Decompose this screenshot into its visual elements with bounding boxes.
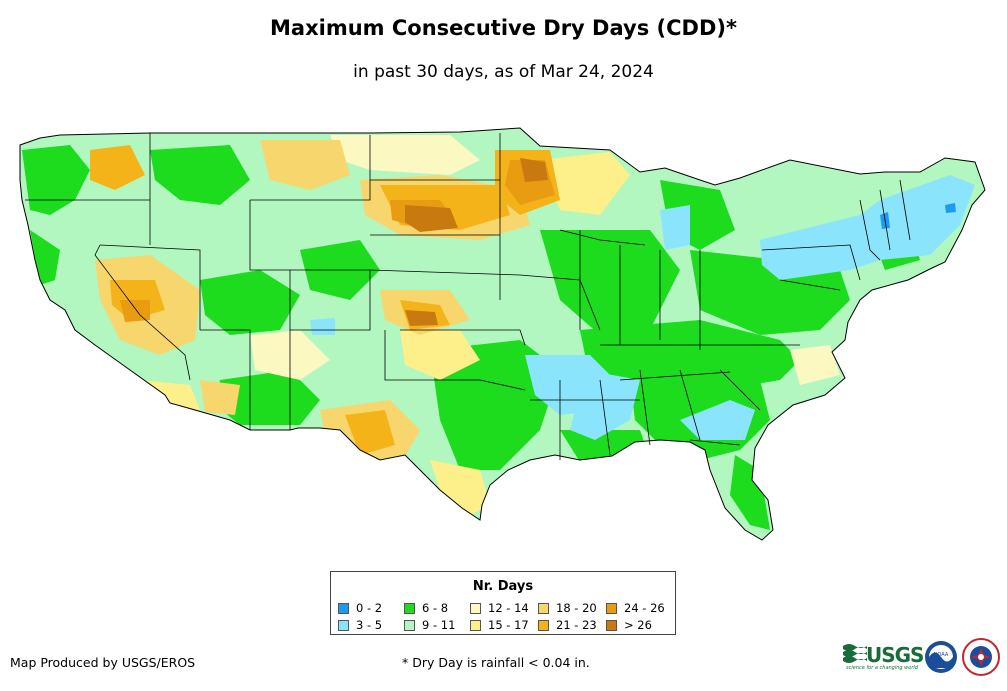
us-cdd-map [19,127,986,541]
legend-swatch [404,620,415,631]
map-credit: Map Produced by USGS/EROS [10,655,196,670]
legend-swatch [606,603,617,614]
legend-swatch [338,620,349,631]
legend-label: 9 - 11 [422,618,456,632]
legend-label: 24 - 26 [624,601,665,615]
legend-item: 18 - 20 [538,602,597,615]
legend-label: 18 - 20 [556,601,597,615]
legend-item: 21 - 23 [538,619,597,632]
legend-swatch [538,620,549,631]
legend-label: 21 - 23 [556,618,597,632]
legend-swatch [338,603,349,614]
cdd-regions [20,128,985,540]
legend-item: 15 - 17 [470,619,529,632]
legend-swatch [606,620,617,631]
usgs-tagline: science for a changing world [846,665,918,671]
map-title: Maximum Consecutive Dry Days (CDD)* [270,16,737,40]
legend-swatch [470,620,481,631]
state-boundaries [25,133,911,460]
legend-item: 9 - 11 [404,619,455,632]
legend-title: Nr. Days [472,579,534,594]
legend: Nr. Days 0 - 2 3 - 5 6 - 8 9 - 11 12 - 1… [330,571,676,635]
legend-label: 0 - 2 [356,601,383,615]
legend-item: 24 - 26 [606,602,665,615]
legend-label: > 26 [624,618,652,632]
legend-label: 12 - 14 [488,601,529,615]
map-subtitle: in past 30 days, as of Mar 24, 2024 [353,62,654,82]
legend-item: 3 - 5 [338,619,382,632]
legend-item: 0 - 2 [338,602,382,615]
noaa-label: NOAA [934,652,949,658]
legend-label: 15 - 17 [488,618,529,632]
legend-label: 6 - 8 [422,601,449,615]
legend-label: 3 - 5 [356,618,383,632]
nws-logo-icon [962,638,1000,676]
legend-swatch [404,603,415,614]
legend-item: 12 - 14 [470,602,529,615]
legend-swatch [470,603,481,614]
noaa-logo-icon: NOAA [925,641,957,673]
legend-item: > 26 [606,619,652,632]
legend-swatch [538,603,549,614]
usgs-logo-icon [843,644,867,663]
legend-item: 6 - 8 [404,602,448,615]
dry-day-footnote: * Dry Day is rainfall < 0.04 in. [402,655,590,670]
usgs-wordmark: USGS [866,643,924,667]
